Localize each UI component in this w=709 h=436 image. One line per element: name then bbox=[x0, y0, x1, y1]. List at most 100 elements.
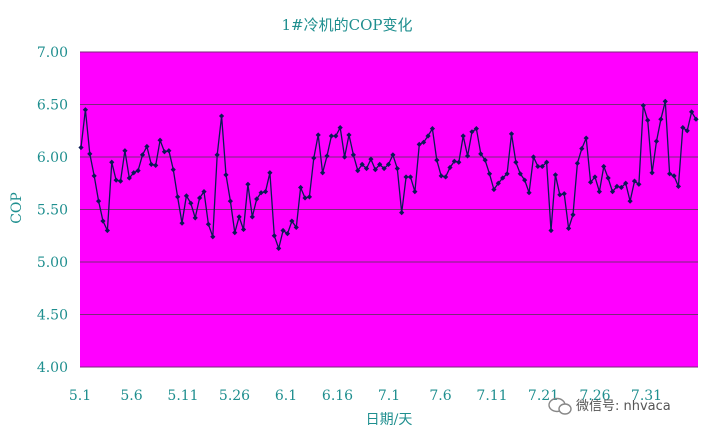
data-point bbox=[658, 116, 664, 122]
data-point bbox=[443, 174, 449, 180]
data-point bbox=[205, 221, 211, 227]
data-point bbox=[385, 161, 392, 167]
data-point bbox=[636, 181, 642, 187]
x-tick-label: 7.31 bbox=[631, 388, 662, 404]
data-point bbox=[363, 165, 370, 172]
data-point bbox=[139, 152, 146, 158]
data-point bbox=[649, 170, 655, 176]
data-point bbox=[535, 163, 541, 170]
data-point bbox=[271, 233, 277, 239]
data-point bbox=[179, 220, 185, 226]
data-point bbox=[157, 137, 163, 143]
data-point bbox=[258, 190, 264, 196]
data-point bbox=[592, 174, 598, 180]
data-point bbox=[557, 192, 563, 198]
data-point bbox=[78, 144, 84, 151]
data-point bbox=[214, 152, 220, 158]
y-tick-label: 4.50 bbox=[37, 308, 68, 324]
data-point bbox=[197, 195, 203, 201]
data-point bbox=[298, 184, 304, 191]
data-point bbox=[87, 151, 93, 157]
y-tick-label: 5.00 bbox=[37, 255, 68, 271]
y-axis-label: COP bbox=[9, 192, 25, 224]
x-tick-label: 7.1 bbox=[378, 388, 400, 404]
data-point bbox=[631, 178, 638, 184]
data-point bbox=[394, 165, 400, 172]
data-point bbox=[289, 218, 295, 224]
data-point bbox=[284, 231, 291, 237]
data-point bbox=[390, 152, 396, 158]
data-point bbox=[570, 212, 576, 218]
data-point bbox=[210, 234, 216, 240]
data-point bbox=[640, 102, 646, 109]
data-point bbox=[122, 148, 128, 154]
data-point bbox=[596, 189, 602, 195]
data-point bbox=[337, 125, 343, 131]
x-axis-label: 日期/天 bbox=[366, 412, 413, 428]
data-point bbox=[473, 126, 479, 132]
watermark-text: 微信号: nhvaca bbox=[576, 399, 671, 414]
data-point bbox=[526, 190, 532, 196]
data-point bbox=[689, 109, 695, 115]
data-point bbox=[399, 210, 405, 216]
data-point bbox=[583, 135, 589, 141]
data-point bbox=[544, 159, 550, 165]
data-point bbox=[227, 198, 233, 204]
data-point bbox=[548, 227, 554, 234]
data-point bbox=[407, 174, 414, 180]
data-point bbox=[324, 153, 330, 159]
data-point bbox=[218, 113, 225, 119]
data-point bbox=[645, 117, 651, 123]
data-point bbox=[135, 168, 141, 174]
data-point bbox=[552, 172, 559, 178]
data-point bbox=[605, 175, 611, 181]
data-point bbox=[561, 191, 567, 197]
data-point bbox=[302, 195, 308, 201]
data-point bbox=[201, 189, 207, 195]
x-tick-label: 7.6 bbox=[429, 388, 451, 404]
series-markers bbox=[78, 98, 699, 251]
data-point bbox=[464, 153, 471, 159]
data-point bbox=[126, 175, 132, 181]
data-point bbox=[95, 198, 102, 204]
y-axis-ticks: 4.00 4.50 5.00 5.50 6.00 6.50 7.00 bbox=[37, 45, 68, 376]
x-tick-label: 5.6 bbox=[120, 388, 142, 404]
data-point bbox=[170, 167, 176, 173]
data-point bbox=[262, 189, 269, 195]
data-point bbox=[667, 171, 673, 177]
data-point bbox=[486, 171, 493, 177]
data-point bbox=[267, 170, 273, 176]
data-point bbox=[513, 159, 519, 165]
data-point bbox=[566, 225, 572, 231]
data-point bbox=[429, 126, 436, 132]
data-point bbox=[236, 214, 242, 220]
data-point bbox=[675, 183, 682, 189]
data-point bbox=[232, 230, 238, 236]
data-point bbox=[100, 218, 106, 224]
data-point bbox=[614, 183, 620, 189]
data-point bbox=[377, 161, 383, 167]
data-point bbox=[662, 98, 668, 104]
data-point bbox=[328, 133, 334, 139]
data-point bbox=[355, 168, 361, 174]
data-point bbox=[693, 116, 699, 122]
data-point bbox=[148, 161, 154, 167]
data-point bbox=[469, 129, 475, 135]
y-tick-label: 7.00 bbox=[37, 45, 68, 61]
data-point bbox=[434, 157, 440, 163]
data-point bbox=[166, 148, 172, 154]
data-point bbox=[192, 215, 198, 221]
data-point bbox=[522, 177, 528, 183]
data-point bbox=[460, 133, 466, 139]
data-point bbox=[500, 175, 506, 181]
y-tick-label: 5.50 bbox=[37, 203, 68, 219]
wechat-icon bbox=[548, 397, 572, 415]
x-axis-ticks: 5.1 5.6 5.11 5.26 6.1 6.16 7.1 7.6 7.11 7.21 7.26 7… bbox=[69, 388, 662, 404]
data-point bbox=[491, 186, 497, 193]
data-point bbox=[223, 172, 229, 178]
data-point bbox=[372, 167, 378, 173]
data-point bbox=[425, 133, 431, 139]
data-point bbox=[627, 198, 633, 204]
data-point bbox=[684, 128, 690, 134]
